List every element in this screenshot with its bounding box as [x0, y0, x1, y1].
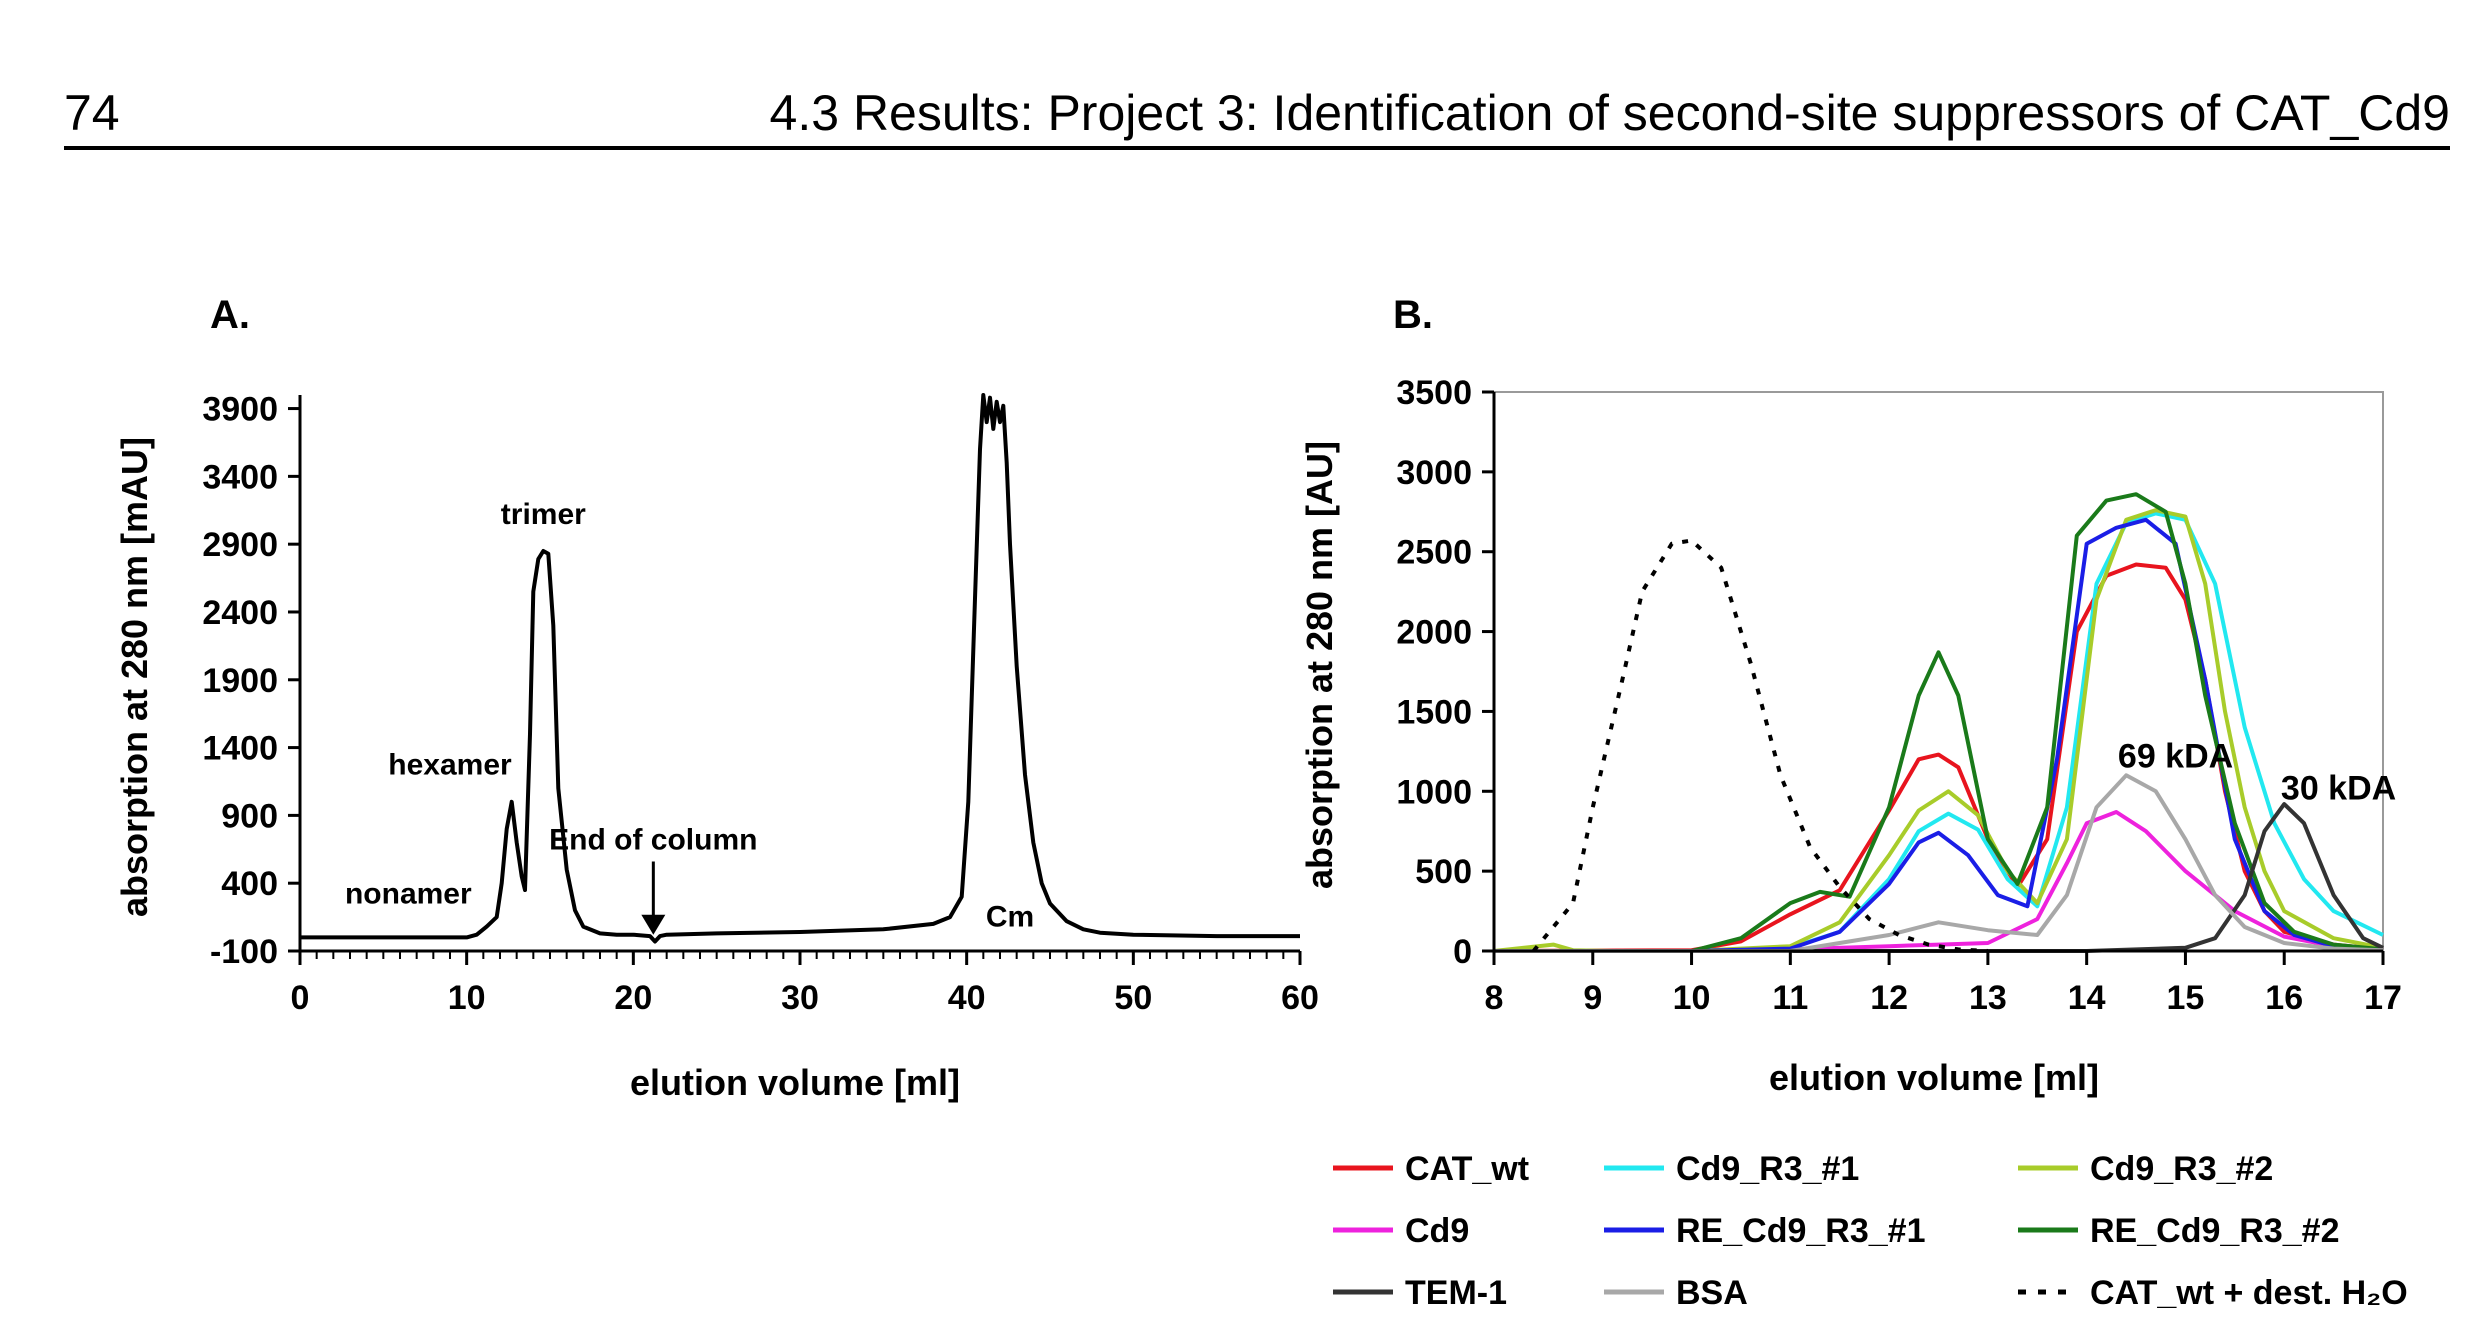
y-tick-label: -100: [210, 933, 278, 971]
y-tick-label: 1400: [202, 730, 278, 768]
end-of-column-arrow-icon: [641, 914, 666, 935]
legend-label: Cd9: [1405, 1212, 1469, 1250]
series-line-8: [1531, 538, 1989, 953]
panel-b-xlabel: elution volume [ml]: [1769, 1057, 2099, 1098]
y-tick-label: 3900: [202, 391, 278, 429]
y-tick-label: 3400: [202, 458, 278, 496]
series-line-0: [300, 393, 1300, 944]
x-tick-label: 60: [1281, 979, 1319, 1017]
panel-a-label: A.: [210, 293, 250, 337]
series-line-5: [1494, 492, 2384, 953]
page-title: 4.3 Results: Project 3: Identification o…: [769, 85, 2450, 141]
y-tick-label: 900: [221, 797, 278, 835]
x-tick-label: 12: [1870, 979, 1908, 1017]
legend: CAT_wt Cd9_R3_#1 Cd9_R3_#2 Cd9 RE_Cd9_R3_#1 R…: [1333, 1150, 2408, 1312]
annotation-label: 30 kDA: [2281, 769, 2396, 807]
panel-b-label: B.: [1393, 293, 1433, 337]
panel-a-xlabel: elution volume [ml]: [630, 1062, 960, 1103]
y-tick-label: 2000: [1396, 614, 1472, 652]
legend-label: CAT_wt: [1405, 1150, 1529, 1188]
y-tick-label: 400: [221, 865, 278, 903]
x-tick-label: 9: [1583, 979, 1602, 1017]
legend-label: Cd9_R3_#2: [2090, 1150, 2273, 1188]
annotation-label: nonamer: [345, 878, 472, 911]
series-line-3: [1494, 810, 2384, 953]
legend-label: RE_Cd9_R3_#1: [1676, 1212, 1925, 1250]
y-tick-label: 1000: [1396, 773, 1472, 811]
x-tick-label: 11: [1772, 979, 1808, 1017]
legend-label: RE_Cd9_R3_#2: [2090, 1212, 2339, 1250]
panel-a-ylabel: absorption at 280 nm [mAU]: [114, 437, 155, 917]
x-tick-label: 16: [2265, 979, 2303, 1017]
annotation-label: End of column: [549, 823, 757, 856]
page-number: 74: [64, 85, 120, 141]
x-tick-label: 40: [948, 979, 986, 1017]
series-line-4: [1494, 517, 2384, 953]
x-tick-label: 50: [1114, 979, 1152, 1017]
y-tick-label: 1900: [202, 662, 278, 700]
x-tick-label: 10: [448, 979, 486, 1017]
legend-label: Cd9_R3_#1: [1676, 1150, 1859, 1188]
y-tick-label: 500: [1415, 853, 1472, 891]
legend-label: TEM-1: [1405, 1274, 1507, 1312]
y-tick-label: 0: [1453, 933, 1472, 971]
x-tick-label: 17: [2364, 979, 2402, 1017]
panel-a-chart: 0 10 20 30 40 50 60 -100 400 900 1400 1900 2400 2900 3…: [202, 391, 1319, 1017]
x-tick-label: 8: [1485, 979, 1504, 1017]
y-tick-label: 2900: [202, 526, 278, 564]
series-line-7: [1494, 773, 2384, 953]
y-tick-label: 2400: [202, 594, 278, 632]
y-tick-label: 3000: [1396, 454, 1472, 492]
annotation-label: Cm: [986, 901, 1034, 934]
legend-label: BSA: [1676, 1274, 1748, 1312]
panel-b-ylabel: absorption at 280 nm [AU]: [1299, 441, 1340, 889]
x-tick-label: 0: [291, 979, 310, 1017]
x-tick-label: 13: [1969, 979, 2007, 1017]
y-tick-label: 3500: [1396, 374, 1472, 412]
legend-label: CAT_wt + dest. H₂O: [2090, 1274, 2408, 1312]
series-line-0: [1493, 562, 2384, 953]
annotation-label: trimer: [501, 498, 586, 531]
y-tick-label: 1500: [1396, 693, 1472, 731]
page-header: 74 4.3 Results: Project 3: Identificatio…: [64, 78, 2450, 150]
x-tick-label: 10: [1673, 979, 1711, 1017]
x-tick-label: 15: [2167, 979, 2205, 1017]
x-tick-label: 14: [2068, 979, 2106, 1017]
annotation-label: 69 kDA: [2118, 737, 2233, 775]
annotation-label: hexamer: [388, 749, 512, 782]
panel-b-chart: 8 9 10 11 12 13 14 15 16 17 0 500 1000 1500 2000 2500 30…: [1396, 374, 2402, 1017]
y-tick-label: 2500: [1396, 534, 1472, 572]
x-tick-label: 30: [781, 979, 819, 1017]
x-tick-label: 20: [614, 979, 652, 1017]
